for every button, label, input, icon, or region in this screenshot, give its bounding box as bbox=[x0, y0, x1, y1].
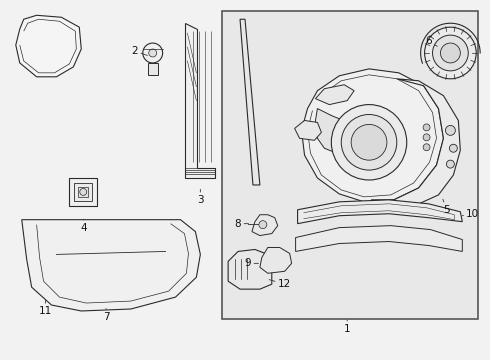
Circle shape bbox=[351, 125, 387, 160]
Text: 11: 11 bbox=[39, 301, 52, 316]
Text: 3: 3 bbox=[197, 189, 204, 205]
Circle shape bbox=[423, 144, 430, 151]
Polygon shape bbox=[240, 19, 260, 185]
Text: 9: 9 bbox=[245, 258, 259, 268]
Polygon shape bbox=[301, 69, 443, 202]
Text: 7: 7 bbox=[103, 309, 109, 322]
Polygon shape bbox=[148, 63, 158, 75]
Polygon shape bbox=[316, 85, 354, 105]
Circle shape bbox=[331, 105, 407, 180]
Polygon shape bbox=[78, 187, 88, 197]
Text: 4: 4 bbox=[80, 219, 87, 233]
Polygon shape bbox=[260, 247, 292, 273]
Polygon shape bbox=[295, 226, 462, 251]
Polygon shape bbox=[70, 178, 97, 206]
Text: 5: 5 bbox=[443, 199, 450, 215]
Circle shape bbox=[425, 27, 476, 79]
Circle shape bbox=[143, 43, 163, 63]
Polygon shape bbox=[252, 215, 278, 235]
Circle shape bbox=[449, 144, 457, 152]
Polygon shape bbox=[228, 249, 272, 289]
Circle shape bbox=[259, 221, 267, 229]
Polygon shape bbox=[185, 23, 215, 178]
Polygon shape bbox=[74, 183, 92, 201]
Text: 2: 2 bbox=[131, 46, 147, 56]
Circle shape bbox=[423, 124, 430, 131]
Polygon shape bbox=[22, 220, 200, 311]
Polygon shape bbox=[16, 15, 81, 77]
Text: 8: 8 bbox=[235, 219, 248, 229]
Circle shape bbox=[446, 160, 454, 168]
Text: 10: 10 bbox=[462, 209, 479, 219]
Polygon shape bbox=[297, 200, 462, 224]
Circle shape bbox=[441, 43, 460, 63]
Circle shape bbox=[433, 35, 468, 71]
Bar bbox=[222, 11, 478, 319]
Polygon shape bbox=[294, 121, 321, 140]
Circle shape bbox=[341, 114, 397, 170]
Circle shape bbox=[445, 125, 455, 135]
Text: 1: 1 bbox=[344, 320, 350, 334]
Polygon shape bbox=[371, 79, 460, 206]
Text: 6: 6 bbox=[425, 36, 437, 46]
Circle shape bbox=[80, 188, 87, 195]
Circle shape bbox=[423, 134, 430, 141]
Text: 12: 12 bbox=[269, 279, 291, 289]
Circle shape bbox=[149, 49, 157, 57]
Polygon shape bbox=[316, 109, 354, 152]
